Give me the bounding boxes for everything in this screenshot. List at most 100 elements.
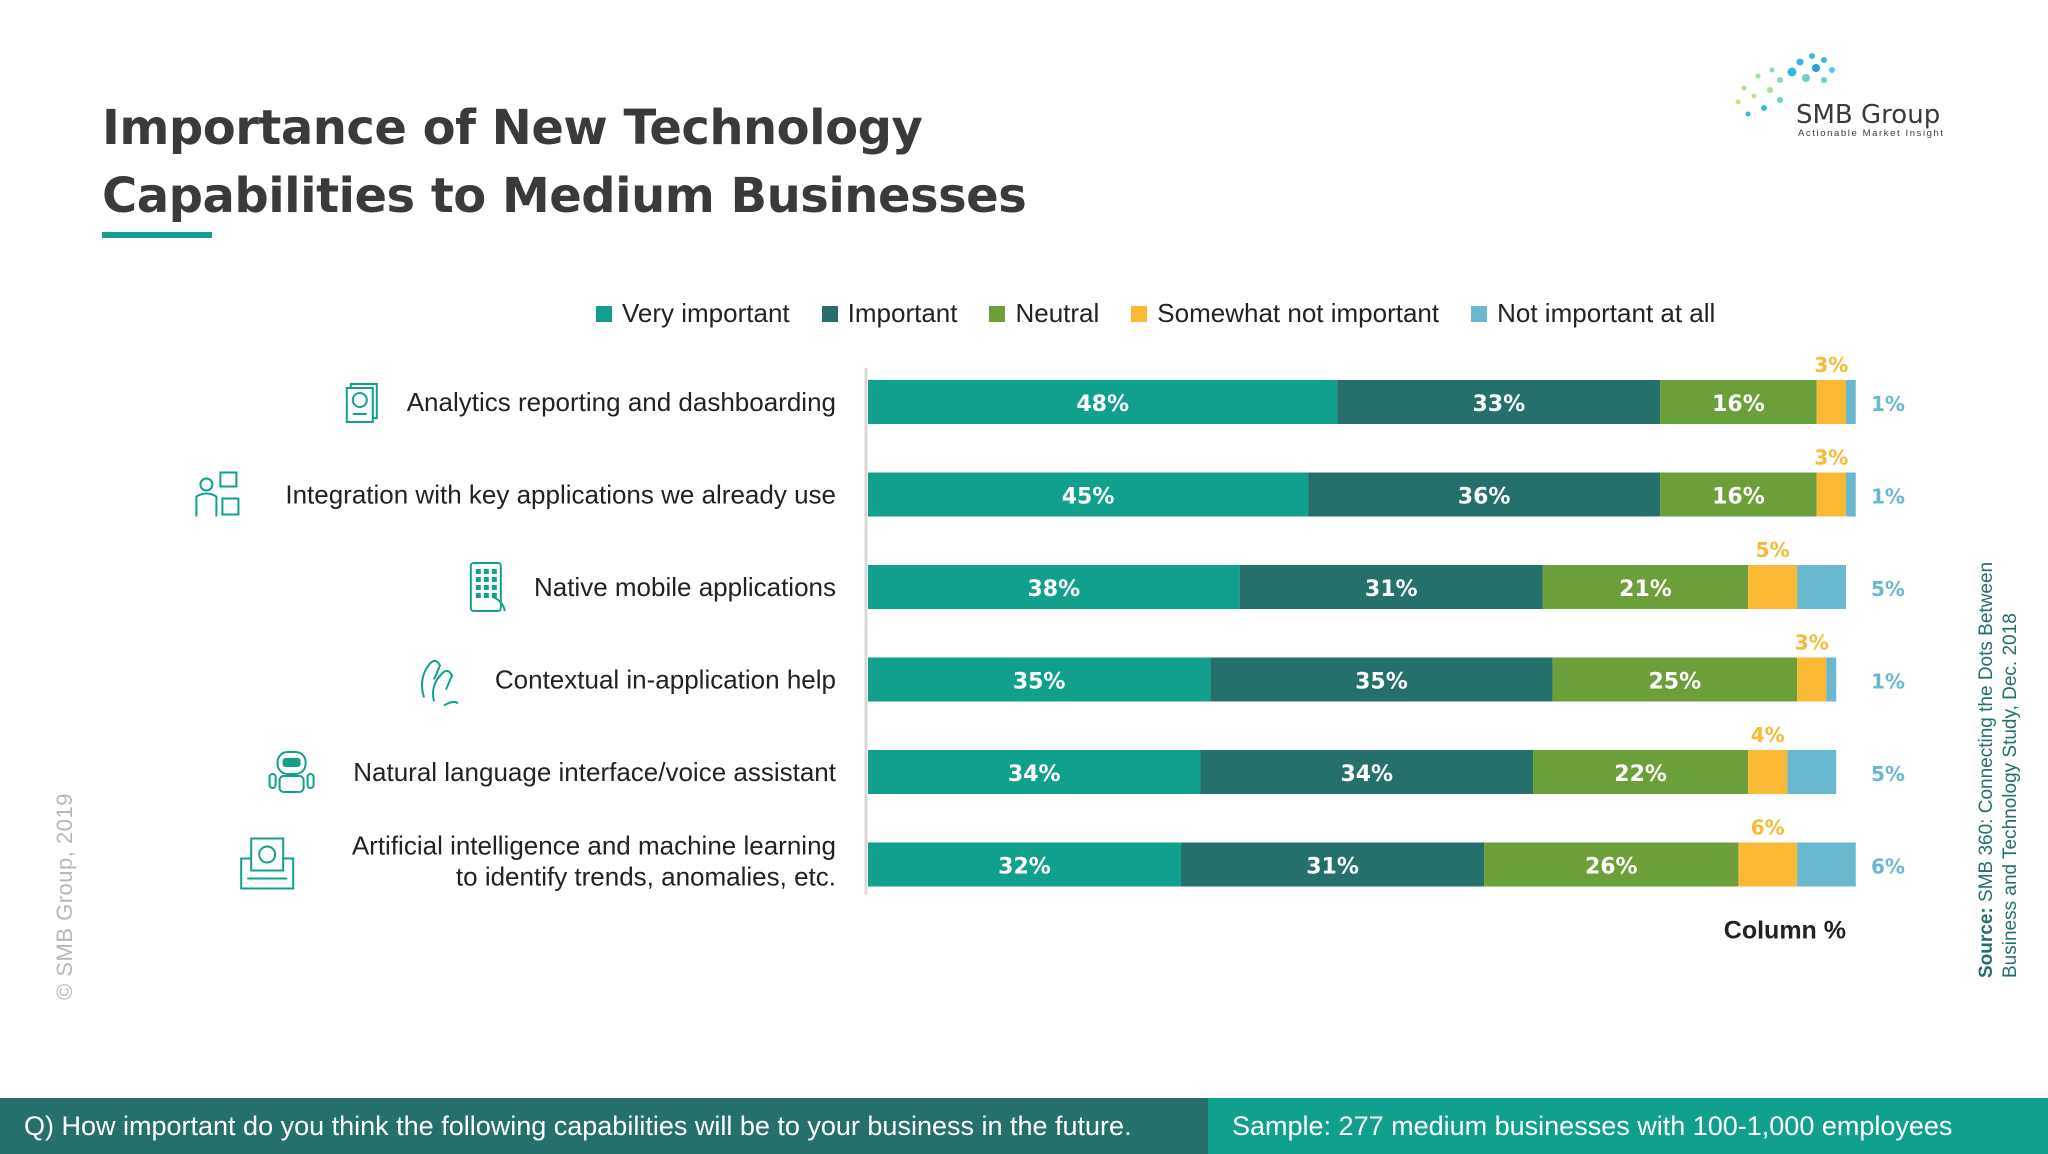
chart-legend: Very important Important Neutral Somewha… bbox=[596, 298, 1715, 329]
legend-item-important: Important bbox=[821, 298, 957, 329]
legend-label: Neutral bbox=[1015, 298, 1100, 328]
category-label: Integration with key applications we alr… bbox=[285, 480, 836, 510]
data-label: 6% bbox=[1871, 855, 1905, 879]
category-label: Analytics reporting and dashboarding bbox=[407, 387, 836, 417]
bar-segment bbox=[1239, 565, 1543, 609]
data-label: 32% bbox=[998, 855, 1051, 880]
helping-hand-icon bbox=[421, 659, 459, 707]
data-label: 26% bbox=[1585, 855, 1638, 880]
legend-item-very-important: Very important bbox=[596, 298, 790, 329]
category-label: Native mobile applications bbox=[534, 572, 836, 602]
data-label: 33% bbox=[1472, 392, 1525, 417]
bar-segment bbox=[1210, 657, 1553, 702]
robot-icon bbox=[268, 751, 315, 793]
stacked-bar-chart: Analytics reporting and dashboarding 48%… bbox=[195, 353, 1905, 945]
data-label: 22% bbox=[1614, 762, 1667, 787]
data-label: 5% bbox=[1871, 762, 1905, 786]
data-label: 16% bbox=[1712, 485, 1765, 510]
source-line-1: SMB 360: Connecting the Dots Between bbox=[1976, 561, 1997, 902]
bar-segment bbox=[1484, 842, 1739, 887]
data-label: 31% bbox=[1365, 577, 1418, 602]
bar-segment bbox=[1660, 472, 1817, 517]
data-label: 35% bbox=[1355, 670, 1408, 695]
bar-segment bbox=[1200, 750, 1534, 794]
bar-segment bbox=[1552, 657, 1798, 702]
bar-segment bbox=[868, 657, 1211, 702]
report-icon bbox=[345, 383, 378, 423]
legend-item-neutral: Neutral bbox=[989, 298, 1099, 329]
data-label: 21% bbox=[1619, 577, 1672, 602]
logo-tagline: Actionable Market Insight bbox=[1798, 128, 1945, 139]
bar-segment bbox=[868, 380, 1338, 424]
bar-segment bbox=[1797, 842, 1856, 887]
title-line-2: Capabilities to Medium Businesses bbox=[102, 168, 1027, 224]
data-label: 34% bbox=[1008, 762, 1061, 787]
bar-segment bbox=[868, 842, 1181, 887]
category-label: Artificial intelligence and machine lear… bbox=[352, 831, 836, 892]
data-label: 38% bbox=[1027, 577, 1080, 602]
source-line-2: Business and Technology Study, Dec. 2018 bbox=[2000, 613, 2021, 978]
data-label: 1% bbox=[1871, 485, 1905, 509]
bar-segment bbox=[1826, 657, 1837, 702]
data-label: 5% bbox=[1756, 538, 1790, 562]
bar-segment bbox=[1787, 750, 1837, 794]
title-line-1: Importance of New Technology bbox=[102, 100, 923, 156]
data-label: 45% bbox=[1062, 485, 1115, 510]
logo-name: SMB Group bbox=[1796, 100, 1941, 130]
legend-swatch bbox=[596, 305, 612, 322]
legend-label: Somewhat not important bbox=[1157, 298, 1440, 328]
data-label: 48% bbox=[1076, 392, 1129, 417]
bar-segment bbox=[1337, 380, 1661, 424]
bar-segment bbox=[1797, 657, 1827, 702]
mobile-app-icon bbox=[469, 562, 506, 612]
bar-segment bbox=[1738, 842, 1798, 887]
bar-segment bbox=[1816, 472, 1846, 517]
bar-segment bbox=[1748, 565, 1798, 609]
sample-note: Sample: 277 medium businesses with 100-1… bbox=[1208, 1098, 2048, 1154]
data-label: 35% bbox=[1013, 670, 1066, 695]
data-label: 16% bbox=[1712, 392, 1765, 417]
source-label: Source: bbox=[1976, 907, 1997, 978]
source-note: Source: SMB 360: Connecting the Dots Bet… bbox=[1975, 488, 2023, 978]
bar-segment bbox=[1308, 472, 1661, 517]
bar-segment bbox=[1846, 380, 1856, 424]
footer: Q) How important do you think the follow… bbox=[0, 1098, 2048, 1154]
legend-swatch bbox=[1471, 305, 1488, 322]
category-label: Natural language interface/voice assista… bbox=[353, 757, 837, 787]
bar-segment bbox=[1846, 472, 1856, 517]
data-label: 3% bbox=[1814, 353, 1848, 377]
legend-label: Very important bbox=[622, 298, 790, 328]
ai-chip-icon bbox=[240, 837, 295, 890]
data-label: 1% bbox=[1871, 670, 1905, 694]
bar-segment bbox=[1180, 842, 1485, 887]
data-label: 36% bbox=[1458, 485, 1511, 510]
survey-question: Q) How important do you think the follow… bbox=[0, 1098, 1208, 1154]
bar-segment bbox=[1660, 380, 1817, 424]
data-label: 3% bbox=[1814, 446, 1848, 470]
copyright: © SMB Group, 2019 bbox=[52, 793, 77, 1000]
bar-segment bbox=[1748, 750, 1788, 794]
bar-segment bbox=[1533, 750, 1749, 794]
smb-group-logo-icon bbox=[1735, 53, 1835, 117]
bar-segment bbox=[1797, 565, 1846, 609]
legend-swatch bbox=[821, 305, 838, 322]
bar-segment bbox=[1542, 565, 1749, 609]
x-axis-label: Column % bbox=[1724, 917, 1846, 945]
data-label: 34% bbox=[1340, 762, 1393, 787]
legend-item-somewhat-not-important: Somewhat not important bbox=[1131, 298, 1439, 329]
category-label: Contextual in-application help bbox=[495, 665, 836, 695]
puzzle-person-icon bbox=[195, 471, 240, 517]
legend-item-not-important-at-all: Not important at all bbox=[1471, 298, 1715, 329]
data-label: 25% bbox=[1649, 670, 1702, 695]
bar-segment bbox=[868, 472, 1309, 517]
bar-segment bbox=[1816, 380, 1846, 424]
data-label: 6% bbox=[1751, 816, 1785, 840]
bar-segment bbox=[868, 750, 1201, 794]
page-title: Importance of New Technology Capabilitie… bbox=[102, 94, 1027, 230]
data-label: 1% bbox=[1871, 392, 1905, 416]
legend-label: Not important at all bbox=[1497, 298, 1716, 328]
bar-segment bbox=[868, 565, 1240, 609]
title-underline bbox=[102, 232, 212, 238]
legend-swatch bbox=[989, 305, 1006, 322]
data-label: 3% bbox=[1795, 631, 1829, 655]
